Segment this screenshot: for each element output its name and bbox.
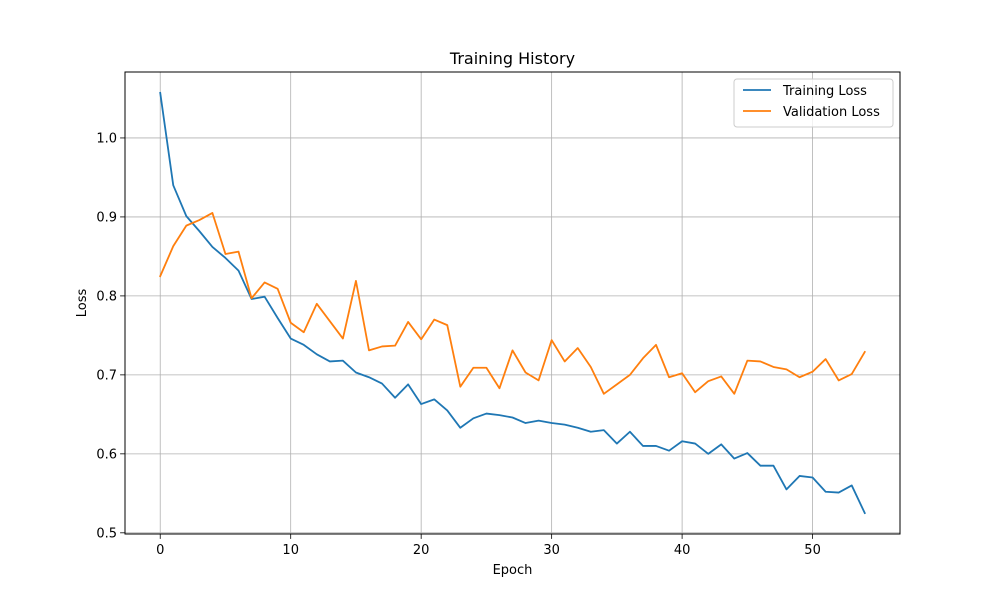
series-line-validation-loss bbox=[159, 212, 867, 395]
series-line-training-loss bbox=[159, 91, 866, 515]
legend-label-validation-loss: Validation Loss bbox=[783, 105, 880, 120]
y-tick-label: 0.8 bbox=[96, 289, 117, 304]
x-axis-label: Epoch bbox=[493, 563, 533, 578]
y-tick-label: 0.5 bbox=[96, 526, 117, 541]
axis-ticks: 0 10 20 30 40 50 0.5 0.6 0.7 0.8 0.9 1.0 bbox=[96, 131, 821, 558]
grid bbox=[125, 72, 900, 534]
x-tick-label: 0 bbox=[156, 543, 164, 558]
legend: Training Loss Validation Loss bbox=[733, 78, 894, 128]
chart-title: Training History bbox=[449, 49, 575, 68]
y-tick-label: 0.9 bbox=[96, 210, 117, 225]
y-tick-label: 0.7 bbox=[96, 368, 117, 383]
legend-box bbox=[733, 78, 894, 128]
x-tick-label: 30 bbox=[543, 543, 560, 558]
x-tick-label: 20 bbox=[413, 543, 430, 558]
series-lines bbox=[159, 91, 867, 515]
y-tick-label: 0.6 bbox=[96, 447, 117, 462]
x-tick-label: 40 bbox=[674, 543, 691, 558]
y-axis-label: Loss bbox=[75, 289, 90, 318]
x-tick-label: 50 bbox=[804, 543, 821, 558]
legend-label-training-loss: Training Loss bbox=[782, 84, 867, 99]
plot-area-frame bbox=[124, 71, 901, 535]
x-tick-label: 10 bbox=[282, 543, 299, 558]
y-tick-label: 1.0 bbox=[96, 131, 117, 146]
